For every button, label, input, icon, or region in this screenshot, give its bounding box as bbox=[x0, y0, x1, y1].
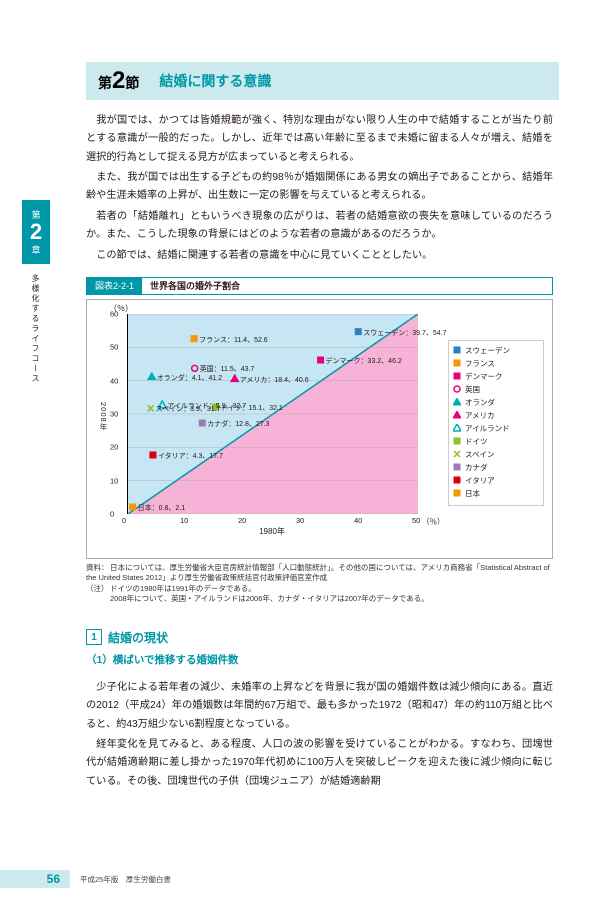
y-tick: 50 bbox=[110, 343, 118, 352]
subsection-heading: 1 結婚の現状 bbox=[86, 629, 553, 646]
y-tick: 60 bbox=[110, 309, 118, 318]
legend-item: デンマーク bbox=[453, 371, 539, 382]
legend-item: スウェーデン bbox=[453, 345, 539, 356]
x-tick: 40 bbox=[354, 516, 362, 525]
point-label: デンマーク：33.2、46.2 bbox=[326, 356, 402, 366]
y-tick: 30 bbox=[110, 409, 118, 418]
paragraph: 少子化による若年者の減少、未婚率の上昇などを背景に我が国の婚姻件数は減少傾向にあ… bbox=[86, 679, 553, 734]
y-axis-title: 2008年 bbox=[98, 402, 109, 431]
footer-source: 平成25年版 厚生労働白書 bbox=[80, 874, 171, 885]
x-axis-year: 1980年 bbox=[127, 526, 417, 537]
sub-subheading: （1）横ばいで推移する婚姻件数 bbox=[86, 652, 553, 667]
subsection-number-box: 1 bbox=[86, 629, 102, 645]
legend-item: フランス bbox=[453, 358, 539, 369]
section-header: 第2節 結婚に関する意識 bbox=[86, 62, 559, 100]
page-footer: 56 平成25年版 厚生労働白書 bbox=[0, 870, 595, 888]
point-label: カナダ：12.8、27.3 bbox=[207, 419, 269, 429]
legend-item: スペイン bbox=[453, 449, 539, 460]
legend-item: 日本 bbox=[453, 488, 539, 499]
point-label: スペイン：3.9、31.7 bbox=[156, 404, 221, 414]
legend-item: カナダ bbox=[453, 462, 539, 473]
paragraph: 経年変化を見てみると、ある程度、人口の波の影響を受けていることがわかる。すなわち… bbox=[86, 736, 553, 791]
x-tick: 30 bbox=[296, 516, 304, 525]
y-tick: 0 bbox=[110, 509, 114, 518]
legend-item: ドイツ bbox=[453, 436, 539, 447]
x-tick: 0 bbox=[122, 516, 126, 525]
x-unit: （％） bbox=[422, 516, 445, 527]
y-tick: 20 bbox=[110, 443, 118, 452]
point-label: スウェーデン：39.7、54.7 bbox=[363, 328, 446, 338]
x-tick: 10 bbox=[180, 516, 188, 525]
section-title: 結婚に関する意識 bbox=[159, 71, 271, 91]
legend-item: 英国 bbox=[453, 384, 539, 395]
figure-notes: 資料：日本については、厚生労働省大臣官房統計情報部「人口動態統計」。その他の国に… bbox=[86, 563, 553, 605]
subsection-title: 結婚の現状 bbox=[108, 629, 168, 646]
figure-tag: 図表2-2-1 bbox=[87, 278, 142, 294]
intro-paragraphs: 我が国では、かつては皆婚規範が強く、特別な理由がない限り人生の中で結婚することが… bbox=[86, 112, 553, 265]
section1-paragraphs: 少子化による若年者の減少、未婚率の上昇などを背景に我が国の婚姻件数は減少傾向にあ… bbox=[86, 679, 553, 791]
point-label: オランダ：4.1、41.2 bbox=[157, 373, 222, 383]
figure-header: 図表2-2-1 世界各国の婚外子割合 bbox=[86, 277, 553, 295]
scatter-chart: （％） 010203040506001020304050（％）2008年スウェー… bbox=[86, 299, 553, 559]
point-label: イタリア：4.3、17.7 bbox=[158, 451, 223, 461]
x-tick: 20 bbox=[238, 516, 246, 525]
y-tick: 10 bbox=[110, 476, 118, 485]
paragraph: 若者の「結婚離れ」ともいうべき現象の広がりは、若者の結婚意欲の喪失を意味している… bbox=[86, 208, 553, 245]
legend-item: オランダ bbox=[453, 397, 539, 408]
paragraph: また、我が国では出生する子どもの約98％が婚姻関係にある男女の嫡出子であることか… bbox=[86, 169, 553, 206]
point-label: フランス：11.4、52.6 bbox=[199, 335, 268, 345]
legend-item: アメリカ bbox=[453, 410, 539, 421]
point-label: ドイツ：15.1、32.1 bbox=[221, 403, 283, 413]
page-number: 56 bbox=[0, 870, 70, 888]
legend: スウェーデンフランスデンマーク英国オランダアメリカアイルランドドイツスペインカナ… bbox=[448, 340, 544, 506]
legend-item: アイルランド bbox=[453, 423, 539, 434]
x-tick: 50 bbox=[412, 516, 420, 525]
point-label: アメリカ：18.4、40.6 bbox=[240, 375, 309, 385]
chapter-description-vertical: 多様化するライフコース bbox=[30, 274, 41, 384]
y-tick: 40 bbox=[110, 376, 118, 385]
paragraph: 我が国では、かつては皆婚規範が強く、特別な理由がない限り人生の中で結婚することが… bbox=[86, 112, 553, 167]
legend-item: イタリア bbox=[453, 475, 539, 486]
paragraph: この節では、結婚に関連する若者の意識を中心に見ていくこととしたい。 bbox=[86, 247, 553, 265]
section-number: 第2節 bbox=[98, 67, 139, 95]
figure-title: 世界各国の婚外子割合 bbox=[142, 278, 248, 294]
point-label: 日本：0.8、2.1 bbox=[138, 503, 185, 513]
chapter-tab: 第 2 章 bbox=[22, 200, 50, 264]
